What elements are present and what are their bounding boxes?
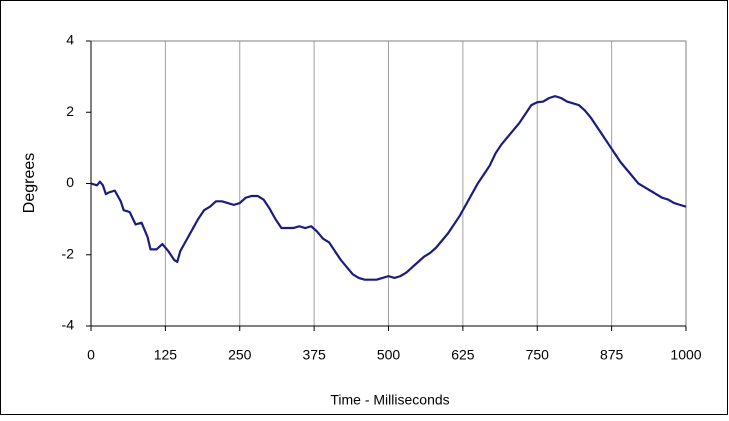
x-tick-label: 0 <box>87 347 95 363</box>
x-tick-label: 250 <box>228 347 252 363</box>
y-tick-label: 2 <box>66 103 74 119</box>
x-tick-label: 875 <box>600 347 624 363</box>
x-tick-label: 750 <box>526 347 550 363</box>
y-tick-label: 0 <box>66 174 74 190</box>
x-tick-label: 500 <box>377 347 401 363</box>
x-tick-label: 125 <box>154 347 178 363</box>
x-tick-label: 1000 <box>670 347 701 363</box>
y-tick-label: 4 <box>66 32 74 48</box>
line <box>90 95 687 281</box>
x-tick-label: 625 <box>451 347 475 363</box>
y-tick-label: -2 <box>62 245 75 261</box>
y-tick-label: -4 <box>62 317 75 333</box>
y-axis-title: Degrees <box>21 153 38 213</box>
x-axis-title: Time - Milliseconds <box>330 392 449 408</box>
x-tick-label: 375 <box>302 347 326 363</box>
